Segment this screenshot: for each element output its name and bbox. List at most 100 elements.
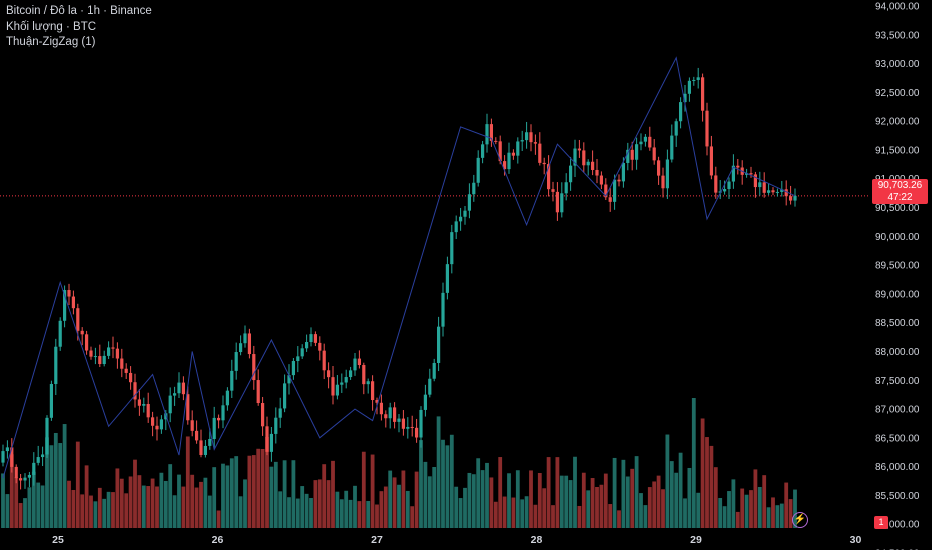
price-axis: 94,000.00 93,500.00 93,000.00 92,500.00 92,0… bbox=[875, 2, 920, 550]
candle-body bbox=[76, 308, 80, 331]
date-tick: 29 bbox=[690, 534, 702, 546]
volume-bar bbox=[401, 470, 406, 528]
volume-bar bbox=[498, 457, 503, 528]
candle-body bbox=[494, 140, 498, 142]
last-price-value: 90,703.26 bbox=[877, 180, 923, 191]
volume-bar bbox=[348, 499, 353, 528]
volume-bar bbox=[133, 459, 137, 528]
candle-body bbox=[137, 399, 141, 406]
volume-bar bbox=[678, 452, 683, 528]
lightning-icon[interactable]: ⚡ bbox=[792, 512, 808, 528]
volume-bar bbox=[309, 498, 313, 528]
volume-bar bbox=[691, 398, 696, 528]
volume-bar bbox=[586, 490, 591, 528]
candle-body bbox=[485, 124, 489, 145]
volume-bar bbox=[84, 465, 89, 528]
price-tick: 85,500.00 bbox=[875, 491, 920, 502]
volume-bar bbox=[97, 487, 102, 528]
volume-bar bbox=[155, 486, 159, 528]
volume-bar bbox=[49, 445, 54, 528]
candle-body bbox=[569, 165, 573, 183]
candle-body bbox=[80, 330, 84, 335]
candle-body bbox=[701, 77, 705, 111]
price-tick: 88,500.00 bbox=[875, 318, 920, 329]
volume-bar bbox=[168, 464, 173, 528]
candle-body bbox=[142, 404, 146, 406]
candle-body bbox=[243, 333, 247, 344]
alert-badge[interactable]: 1 bbox=[874, 516, 888, 529]
legend-symbol[interactable]: Bitcoin / Đô la · 1h · Binance bbox=[6, 5, 152, 17]
volume-bar bbox=[159, 472, 164, 528]
candle-body bbox=[23, 477, 27, 481]
volume-bar bbox=[740, 488, 745, 528]
candle-body bbox=[441, 292, 445, 327]
candle-body bbox=[692, 79, 696, 81]
candle-body bbox=[388, 407, 392, 419]
price-tick: 84,500.00 bbox=[875, 549, 920, 550]
volume-bar bbox=[75, 441, 80, 528]
candle-body bbox=[476, 157, 480, 183]
volume-bar bbox=[709, 445, 714, 528]
candle-body bbox=[626, 149, 630, 163]
candle-body bbox=[674, 121, 678, 136]
candle-body bbox=[203, 445, 207, 455]
candle-body bbox=[648, 136, 652, 148]
candle-body bbox=[665, 159, 669, 189]
candle-body bbox=[124, 368, 128, 373]
volume-bar bbox=[375, 504, 379, 528]
candle-body bbox=[401, 418, 405, 429]
volume-bar bbox=[243, 479, 247, 528]
volume-bar bbox=[441, 439, 445, 528]
volume-bar bbox=[493, 501, 498, 528]
volume-bar bbox=[722, 506, 727, 528]
bar-countdown: 47:22 bbox=[887, 191, 913, 203]
candle-body bbox=[32, 462, 36, 475]
volume-bar bbox=[581, 472, 586, 528]
candle-body bbox=[49, 383, 53, 418]
candle-body bbox=[98, 356, 102, 365]
volume-bar bbox=[731, 479, 736, 528]
volume-bar bbox=[5, 494, 10, 528]
candle-body bbox=[661, 175, 665, 189]
volume-bar bbox=[304, 493, 309, 528]
candle-body bbox=[705, 110, 709, 147]
candle-body bbox=[234, 352, 238, 371]
volume-bar bbox=[485, 462, 489, 528]
price-tick: 90,000.00 bbox=[875, 232, 920, 243]
candle-body bbox=[155, 425, 159, 430]
candle-body bbox=[538, 143, 542, 163]
candle-body bbox=[159, 419, 163, 430]
volume-bar bbox=[617, 510, 621, 528]
volume-bar bbox=[511, 497, 516, 528]
volume-bar bbox=[53, 432, 58, 528]
volume-bar bbox=[423, 461, 428, 528]
volume-bar bbox=[696, 492, 701, 528]
volume-bar bbox=[357, 501, 362, 528]
volume-bar bbox=[652, 481, 657, 528]
candle-body bbox=[252, 354, 256, 381]
candle-body bbox=[533, 142, 537, 144]
volume-bar bbox=[141, 485, 146, 528]
legend-zigzag[interactable]: Thuận-ZigZag (1) bbox=[6, 36, 96, 48]
volume-bar bbox=[106, 491, 111, 528]
legend-volume[interactable]: Khối lượng · BTC bbox=[6, 20, 97, 33]
volume-bar bbox=[322, 464, 327, 528]
price-tick: 93,000.00 bbox=[875, 59, 920, 70]
volume-bar bbox=[718, 497, 723, 528]
volume-bar bbox=[630, 468, 635, 528]
candle-body bbox=[111, 347, 115, 349]
volume-bar bbox=[573, 456, 577, 528]
volume-bar bbox=[753, 469, 758, 528]
candle-body bbox=[604, 184, 608, 198]
volume-bar bbox=[608, 504, 613, 528]
volume-bar bbox=[533, 504, 538, 528]
volume-bar bbox=[67, 480, 71, 528]
date-tick: 27 bbox=[371, 534, 383, 546]
volume-bar bbox=[370, 454, 375, 528]
candle-body bbox=[771, 190, 775, 193]
last-price-badge: 90,703.26 47:22 bbox=[872, 179, 928, 204]
candle-body bbox=[36, 457, 40, 463]
candle-body bbox=[481, 144, 485, 158]
volume-bar bbox=[625, 476, 630, 528]
